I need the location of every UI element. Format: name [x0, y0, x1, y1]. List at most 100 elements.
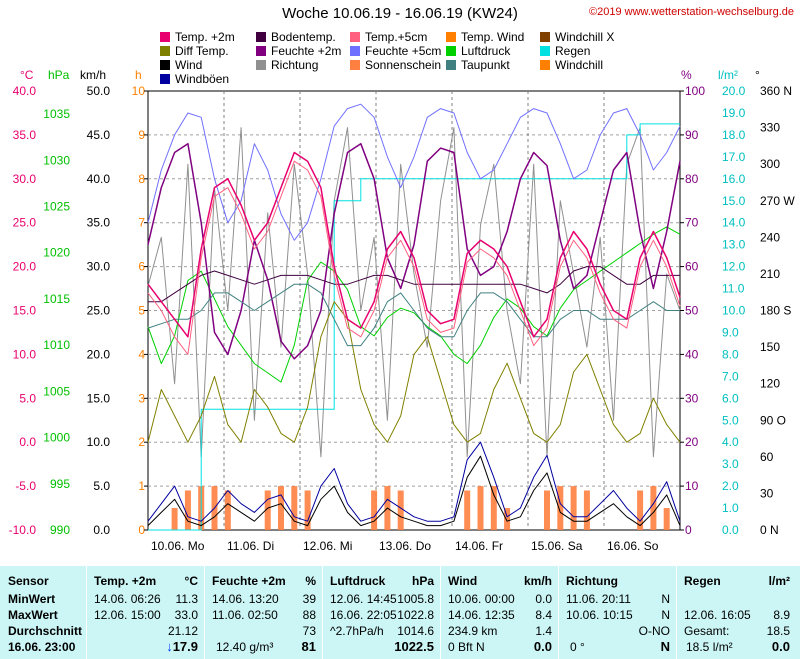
- y-tick-label: 1030: [43, 153, 70, 167]
- y-tick-label: 13.0: [722, 238, 746, 252]
- y-tick-label: 5.0: [722, 413, 739, 427]
- y-tick-label: 18.0: [722, 128, 746, 142]
- stats-rain-value: 8.9: [773, 608, 790, 622]
- sunshine-bar: [371, 490, 378, 530]
- stats-header-temp: Temp. +2m: [94, 574, 157, 588]
- y-tick-label: 0.0: [19, 435, 36, 449]
- legend-swatch: [256, 46, 266, 56]
- sunshine-bar: [464, 490, 471, 530]
- series-line: [147, 151, 681, 338]
- stats-direction-time: 11.06. 20:11: [566, 592, 631, 606]
- y-tick-label: 0: [685, 523, 692, 537]
- y-tick-label: 0.0: [93, 523, 110, 537]
- legend-item: Taupunkt: [446, 58, 510, 72]
- legend-label: Windböen: [175, 72, 230, 86]
- stats-header-pressure-unit: hPa: [411, 574, 434, 588]
- legend-item: Sonnenschein: [350, 58, 441, 72]
- sunshine-bar: [663, 508, 670, 530]
- x-tick-label: 15.06. Sa: [531, 539, 583, 553]
- stats-pressure-value: 1014.6: [397, 624, 434, 638]
- y-tick-label: 6.0: [722, 391, 739, 405]
- stats-header-sensor: Sensor: [8, 574, 49, 588]
- stats-pressure-trend: ^2.7hPa/h: [330, 624, 384, 638]
- stats-header-humidity: Feuchte +2m: [212, 574, 286, 588]
- y-tick-label: 17.0: [722, 150, 746, 164]
- y-tick-label: 30: [760, 486, 774, 500]
- y-tick-label: 25.0: [13, 216, 37, 230]
- y-tick-label: 1035: [43, 107, 70, 121]
- legend-swatch: [540, 32, 550, 42]
- y-tick-label: 20: [685, 435, 699, 449]
- x-tick-label: 10.06. Mo: [151, 539, 205, 553]
- y-tick-label: 4: [138, 347, 145, 361]
- legend: Temp. +2m Diff Temp. Wind Windböen Boden…: [160, 30, 640, 86]
- legend-label: Diff Temp.: [175, 44, 229, 58]
- y-tick-label: 210: [760, 267, 780, 281]
- sunshine-bar: [544, 490, 550, 530]
- y-tick-label: 9.0: [722, 325, 739, 339]
- stats-table: Sensor Temp. +2m °C Feuchte +2m % Luftdr…: [0, 566, 800, 659]
- legend-swatch: [160, 46, 170, 56]
- stats-rain-label: Gesamt:: [684, 624, 730, 638]
- legend-swatch: [256, 60, 266, 70]
- legend-item: Feuchte +5cm: [350, 44, 441, 58]
- y-tick-label: 10.0: [87, 435, 111, 449]
- sunshine-bar: [637, 490, 644, 530]
- y-tick-label: 70: [685, 216, 699, 230]
- legend-swatch: [446, 46, 456, 56]
- legend-label: Bodentemp.: [271, 30, 336, 44]
- y-tick-label: 0.0: [722, 523, 739, 537]
- sunshine-bar: [504, 508, 511, 530]
- y-tick-label: 100: [685, 84, 705, 98]
- stats-temp-value: 11.3: [175, 592, 198, 606]
- stats-direction-value: N: [660, 639, 670, 654]
- copyright-link[interactable]: ©2019 www.wetterstation-wechselburg.de: [589, 6, 794, 18]
- legend-item: Regen: [540, 44, 590, 58]
- stats-direction-time: 10.06. 10:15: [566, 608, 633, 622]
- legend-item: Diff Temp.: [160, 44, 229, 58]
- sunshine-bar: [490, 486, 497, 530]
- legend-item: Windchill X: [540, 30, 614, 44]
- legend-label: Wind: [175, 58, 203, 72]
- stats-temp-value: 21.12: [167, 624, 198, 638]
- y-tick-label: 19.0: [722, 106, 746, 120]
- stats-pressure-time: 12.06. 14:45: [330, 592, 397, 606]
- trend-down-icon: ↓: [166, 639, 173, 654]
- unit-sunshine: h: [135, 68, 142, 82]
- sunshine-bar: [278, 486, 284, 530]
- stats-direction-value: O-NO: [638, 624, 670, 638]
- y-tick-label: 20.0: [13, 260, 37, 274]
- stats-rain-total: 18.5 l/m²: [686, 640, 733, 654]
- legend-swatch: [160, 74, 170, 84]
- y-tick-label: 1005: [43, 384, 70, 398]
- stats-abs-humidity: 12.40 g/m³: [216, 640, 274, 654]
- y-tick-label: 50: [685, 304, 699, 318]
- y-tick-label: 3: [138, 391, 145, 405]
- y-tick-label: 35.0: [13, 128, 37, 142]
- y-tick-label: 90: [685, 128, 699, 142]
- y-tick-label: 60: [760, 450, 774, 464]
- legend-label: Temp. Wind: [461, 30, 525, 44]
- y-tick-label: 30.0: [87, 260, 111, 274]
- unit-rain: l/m²: [718, 68, 738, 82]
- legend-swatch: [256, 32, 266, 42]
- legend-label: Richtung: [271, 58, 319, 72]
- legend-item: Bodentemp.: [256, 30, 336, 44]
- stats-rain-time: 12.06. 16:05: [684, 608, 751, 622]
- stats-row-label: Durchschnitt: [8, 624, 83, 638]
- weather-chart: 10.06. Mo 11.06. Di 12.06. Mi 13.06. Do 14.0…: [9, 84, 796, 553]
- legend-item: Luftdruck: [446, 44, 510, 58]
- y-tick-label: 990: [50, 523, 70, 537]
- stats-humidity-value: 39: [302, 592, 316, 606]
- legend-swatch: [540, 60, 550, 70]
- stats-wind-value: 8.4: [535, 608, 552, 622]
- stats-wind-value: 0.0: [535, 592, 552, 606]
- stats-pressure-time: 16.06. 22:05: [330, 608, 397, 622]
- y-tick-label: 14.0: [722, 216, 746, 230]
- stats-direction-value: N: [661, 592, 670, 606]
- y-tick-label: 8.0: [722, 347, 739, 361]
- series-line: [147, 103, 681, 241]
- series-line: [147, 301, 681, 443]
- series-line: [147, 160, 681, 355]
- legend-label: Taupunkt: [461, 58, 510, 72]
